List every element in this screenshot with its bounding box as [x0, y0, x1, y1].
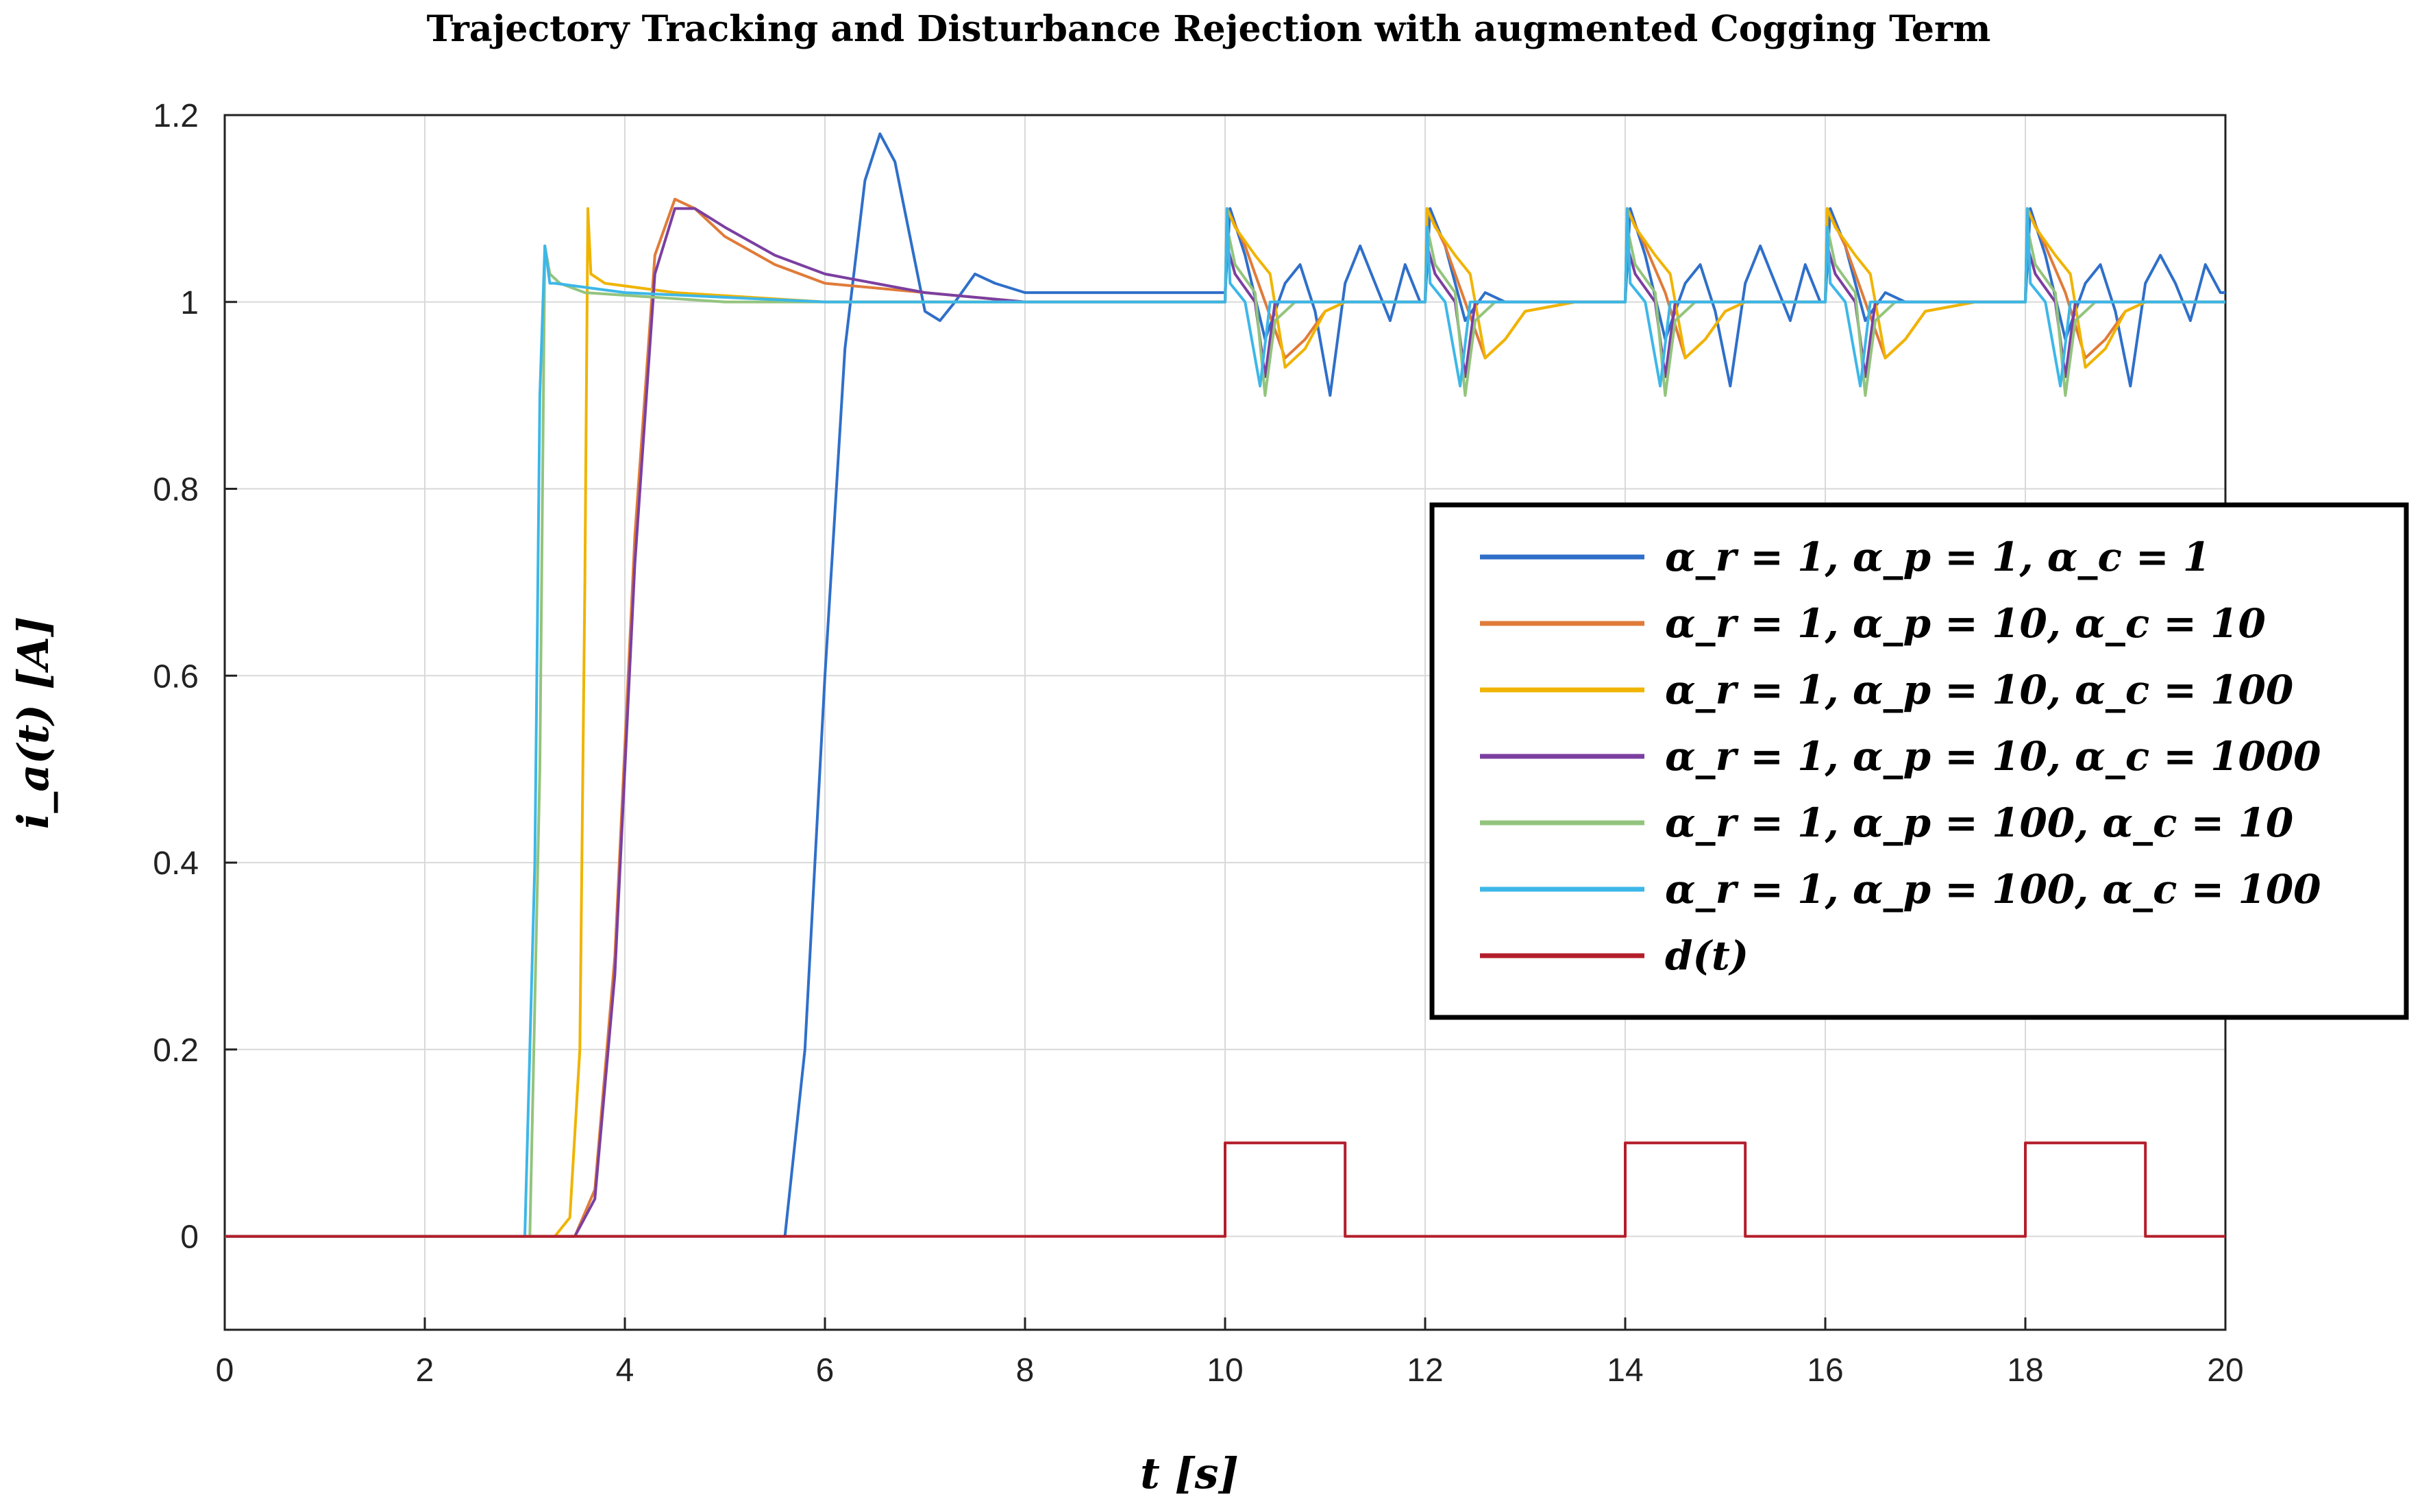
y-axis-ticks: 0 0.2 0.4 0.6 0.8 1 1.2: [153, 98, 237, 1256]
legend-entry: α_r = 1, α_p = 1, α_c = 1: [1665, 534, 2210, 580]
y-tick-label: 0.6: [153, 658, 199, 695]
x-tick-label: 14: [1607, 1352, 1643, 1389]
y-axis-label: i_a(t) [A]: [8, 617, 58, 829]
x-tick-label: 4: [616, 1352, 634, 1389]
x-tick-label: 2: [416, 1352, 434, 1389]
x-tick-label: 12: [1407, 1352, 1443, 1389]
x-tick-label: 20: [2207, 1352, 2243, 1389]
x-axis-label: t [s]: [1140, 1448, 1239, 1498]
x-tick-label: 18: [2007, 1352, 2043, 1389]
y-tick-label: 0.2: [153, 1032, 199, 1069]
x-tick-label: 16: [1807, 1352, 1843, 1389]
legend-entry: α_r = 1, α_p = 10, α_c = 100: [1665, 667, 2293, 713]
x-tick-label: 6: [816, 1352, 835, 1389]
legend-entry: α_r = 1, α_p = 10, α_c = 1000: [1665, 733, 2321, 780]
x-axis-ticks: 0 2 4 6 8 10 12 14 16 18 20: [216, 1317, 2244, 1389]
legend-entry: d(t): [1665, 932, 1749, 979]
series-lines: [225, 132, 2225, 1238]
y-tick-label: 0.8: [153, 472, 199, 508]
legend-entry: α_r = 1, α_p = 100, α_c = 10: [1665, 800, 2293, 846]
legend-entry: α_r = 1, α_p = 100, α_c = 100: [1665, 866, 2321, 913]
chart-title: Trajectory Tracking and Disturbance Reje…: [427, 8, 1991, 50]
legend: α_r = 1, α_p = 1, α_c = 1 α_r = 1, α_p = …: [1429, 502, 2409, 1020]
legend-box: [1429, 502, 2409, 1020]
legend-entry: α_r = 1, α_p = 10, α_c = 10: [1665, 600, 2266, 647]
y-tick-label: 1.2: [153, 98, 199, 134]
series-line-6: [225, 207, 2225, 1238]
y-tick-label: 1: [180, 285, 199, 321]
x-tick-label: 0: [216, 1352, 234, 1389]
series-line-7: [225, 1141, 2225, 1238]
x-tick-label: 8: [1016, 1352, 1035, 1389]
y-tick-label: 0.4: [153, 845, 199, 882]
x-tick-label: 10: [1207, 1352, 1243, 1389]
y-tick-label: 0: [180, 1219, 199, 1256]
